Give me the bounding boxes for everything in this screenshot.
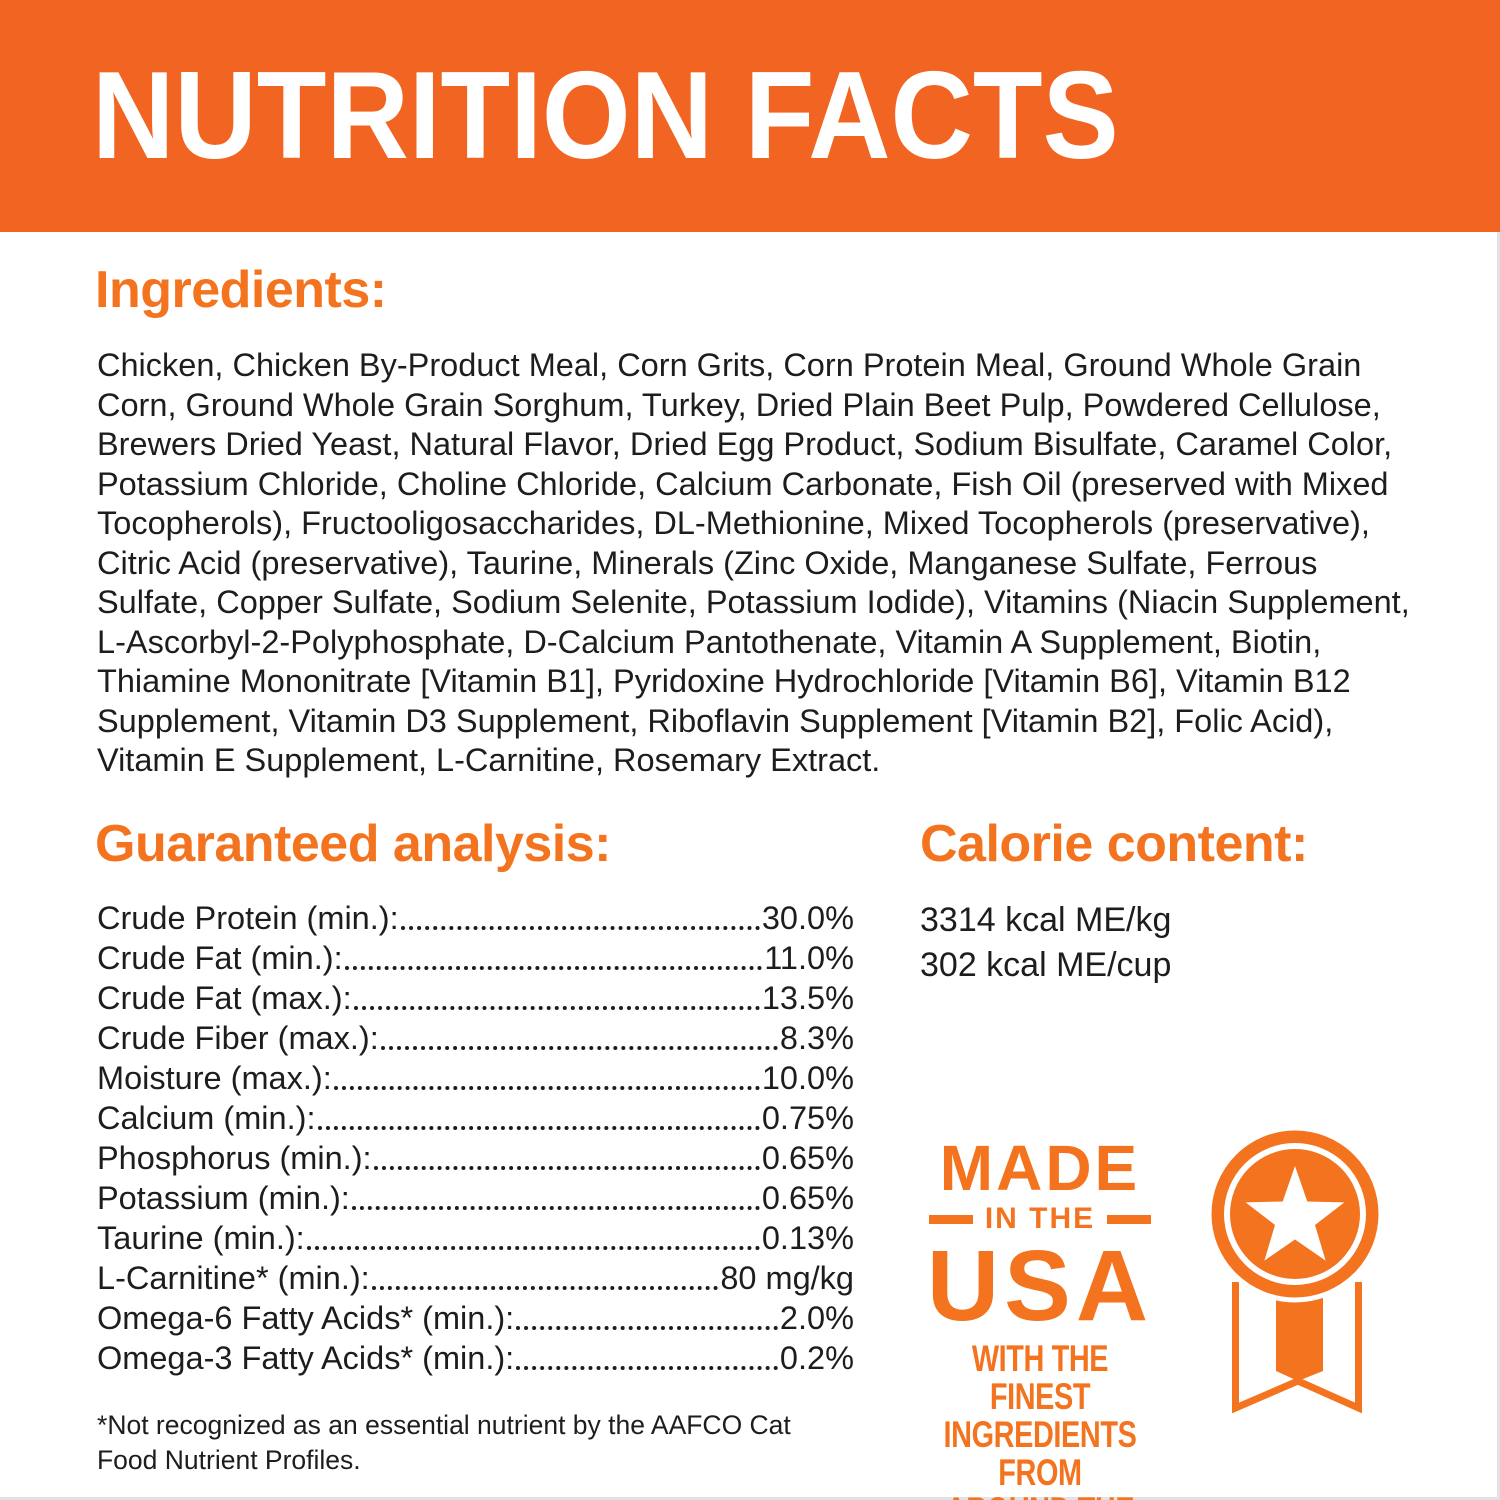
- analysis-value: 0.2%: [779, 1340, 854, 1376]
- dotted-leader: [400, 926, 760, 930]
- dotted-leader: [351, 1206, 760, 1210]
- ingredients-heading: Ingredients:: [95, 261, 387, 319]
- calorie-kcal-per-cup: 302 kcal ME/cup: [920, 946, 1172, 984]
- analysis-label: Crude Fat (min.):: [97, 940, 343, 976]
- calorie-kcal-per-kg: 3314 kcal ME/kg: [920, 901, 1172, 939]
- analysis-value: 13.5%: [761, 980, 854, 1016]
- analysis-value: 30.0%: [761, 900, 854, 936]
- analysis-value: 0.13%: [761, 1220, 854, 1256]
- analysis-row-taurine: Taurine (min.): 0.13%: [97, 1218, 854, 1258]
- aafco-footnote: *Not recognized as an essential nutrient…: [97, 1410, 791, 1475]
- analysis-label: Taurine (min.):: [97, 1220, 305, 1256]
- star-icon: [1245, 1166, 1345, 1261]
- ingredients-text: Chicken, Chicken By-Product Meal, Corn G…: [97, 347, 1410, 778]
- made-in-usa-block: MADE IN THE USA WITH THE FINEST INGREDIE…: [895, 1132, 1185, 1500]
- dotted-leader: [344, 966, 763, 970]
- guaranteed-analysis-table: Crude Protein (min.): 30.0% Crude Fat (m…: [97, 898, 854, 1378]
- analysis-value: 11.0%: [764, 940, 854, 976]
- analysis-label: Moisture (max.):: [97, 1060, 332, 1096]
- inthe-dash-right: [1107, 1214, 1152, 1224]
- analysis-value: 8.3%: [779, 1020, 854, 1056]
- analysis-value: 0.65%: [761, 1180, 854, 1216]
- made-in-usa-made-text: MADE: [939, 1132, 1141, 1204]
- analysis-row-crude-protein: Crude Protein (min.): 30.0%: [97, 898, 854, 938]
- analysis-label: Calcium (min.):: [97, 1100, 316, 1136]
- analysis-value: 0.75%: [761, 1100, 854, 1136]
- tagline-line-1: WITH THE FINEST: [971, 1338, 1109, 1417]
- tagline-line-2: INGREDIENTS FROM: [943, 1414, 1137, 1493]
- analysis-row-crude-fat-max: Crude Fat (max.): 13.5%: [97, 978, 854, 1018]
- analysis-label: Omega-3 Fatty Acids* (min.):: [97, 1340, 515, 1376]
- calorie-content-values: 3314 kcal ME/kg 302 kcal ME/cup: [920, 898, 1171, 988]
- made-in-usa-usa-text: USA: [926, 1230, 1154, 1342]
- nutrition-facts-banner: NUTRITION FACTS: [0, 0, 1500, 232]
- analysis-value: 0.65%: [761, 1140, 854, 1176]
- analysis-label: Potassium (min.):: [97, 1180, 350, 1216]
- dotted-leader: [373, 1166, 760, 1170]
- page-title: NUTRITION FACTS: [92, 47, 1119, 185]
- dotted-leader: [333, 1086, 760, 1090]
- tagline-line-3: AROUND THE WORLD: [927, 1492, 1153, 1500]
- analysis-row-phosphorus: Phosphorus (min.): 0.65%: [97, 1138, 854, 1178]
- analysis-label: Omega-6 Fatty Acids* (min.):: [97, 1300, 515, 1336]
- dotted-leader: [380, 1046, 778, 1050]
- made-in-usa-ribbon-icon: [1206, 1125, 1381, 1414]
- dotted-leader: [516, 1326, 778, 1330]
- made-in-usa-inthe-text: IN THE: [984, 1202, 1096, 1235]
- dotted-leader: [306, 1246, 760, 1250]
- inthe-dash-left: [928, 1214, 973, 1224]
- analysis-row-calcium: Calcium (min.): 0.75%: [97, 1098, 854, 1138]
- made-in-usa-tagline: WITH THE FINEST INGREDIENTS FROM AROUND …: [895, 1340, 1185, 1500]
- dotted-leader: [353, 1006, 760, 1010]
- analysis-value: 10.0%: [761, 1060, 854, 1096]
- analysis-row-crude-fat-min: Crude Fat (min.): 11.0%: [97, 938, 854, 978]
- analysis-label: Crude Fiber (max.):: [97, 1020, 379, 1056]
- analysis-row-omega6: Omega-6 Fatty Acids* (min.): 2.0%: [97, 1298, 854, 1338]
- analysis-row-crude-fiber: Crude Fiber (max.): 8.3%: [97, 1018, 854, 1058]
- analysis-label: L-Carnitine* (min.):: [97, 1260, 370, 1296]
- dotted-leader: [317, 1126, 760, 1130]
- analysis-row-l-carnitine: L-Carnitine* (min.): 80 mg/kg: [97, 1258, 854, 1298]
- analysis-row-potassium: Potassium (min.): 0.65%: [97, 1178, 854, 1218]
- analysis-row-omega3: Omega-3 Fatty Acids* (min.): 0.2%: [97, 1338, 854, 1378]
- calorie-content-heading: Calorie content:: [920, 815, 1308, 873]
- made-in-usa-inthe-row: IN THE: [895, 1204, 1185, 1234]
- analysis-label: Phosphorus (min.):: [97, 1140, 372, 1176]
- dotted-leader: [371, 1286, 719, 1290]
- guaranteed-analysis-heading: Guaranteed analysis:: [95, 815, 612, 873]
- dotted-leader: [516, 1366, 778, 1370]
- analysis-label: Crude Protein (min.):: [97, 900, 399, 936]
- analysis-row-moisture: Moisture (max.): 10.0%: [97, 1058, 854, 1098]
- analysis-value: 2.0%: [779, 1300, 854, 1336]
- analysis-value: 80 mg/kg: [720, 1260, 854, 1296]
- analysis-label: Crude Fat (max.):: [97, 980, 352, 1016]
